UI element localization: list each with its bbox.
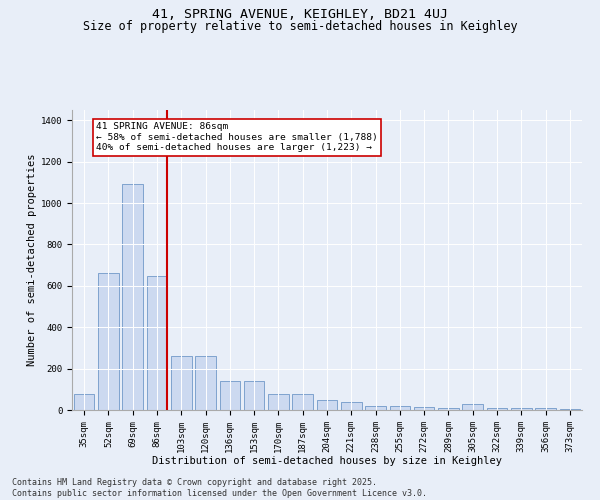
Bar bbox=[195, 356, 216, 410]
Text: Size of property relative to semi-detached houses in Keighley: Size of property relative to semi-detach… bbox=[83, 20, 517, 33]
Bar bbox=[341, 402, 362, 410]
Bar bbox=[74, 394, 94, 410]
Y-axis label: Number of semi-detached properties: Number of semi-detached properties bbox=[26, 154, 37, 366]
Bar bbox=[389, 406, 410, 410]
Bar bbox=[317, 400, 337, 410]
Text: 41 SPRING AVENUE: 86sqm
← 58% of semi-detached houses are smaller (1,788)
40% of: 41 SPRING AVENUE: 86sqm ← 58% of semi-de… bbox=[96, 122, 378, 152]
Bar bbox=[414, 407, 434, 410]
Bar bbox=[98, 274, 119, 410]
Bar bbox=[487, 408, 508, 410]
Text: Contains HM Land Registry data © Crown copyright and database right 2025.
Contai: Contains HM Land Registry data © Crown c… bbox=[12, 478, 427, 498]
X-axis label: Distribution of semi-detached houses by size in Keighley: Distribution of semi-detached houses by … bbox=[152, 456, 502, 466]
Bar bbox=[438, 408, 459, 410]
Bar bbox=[268, 394, 289, 410]
Bar bbox=[511, 408, 532, 410]
Bar bbox=[122, 184, 143, 410]
Bar bbox=[146, 276, 167, 410]
Bar bbox=[220, 381, 240, 410]
Bar bbox=[463, 404, 483, 410]
Bar bbox=[244, 381, 265, 410]
Bar bbox=[292, 394, 313, 410]
Bar bbox=[535, 408, 556, 410]
Text: 41, SPRING AVENUE, KEIGHLEY, BD21 4UJ: 41, SPRING AVENUE, KEIGHLEY, BD21 4UJ bbox=[152, 8, 448, 20]
Bar bbox=[365, 406, 386, 410]
Bar bbox=[171, 356, 191, 410]
